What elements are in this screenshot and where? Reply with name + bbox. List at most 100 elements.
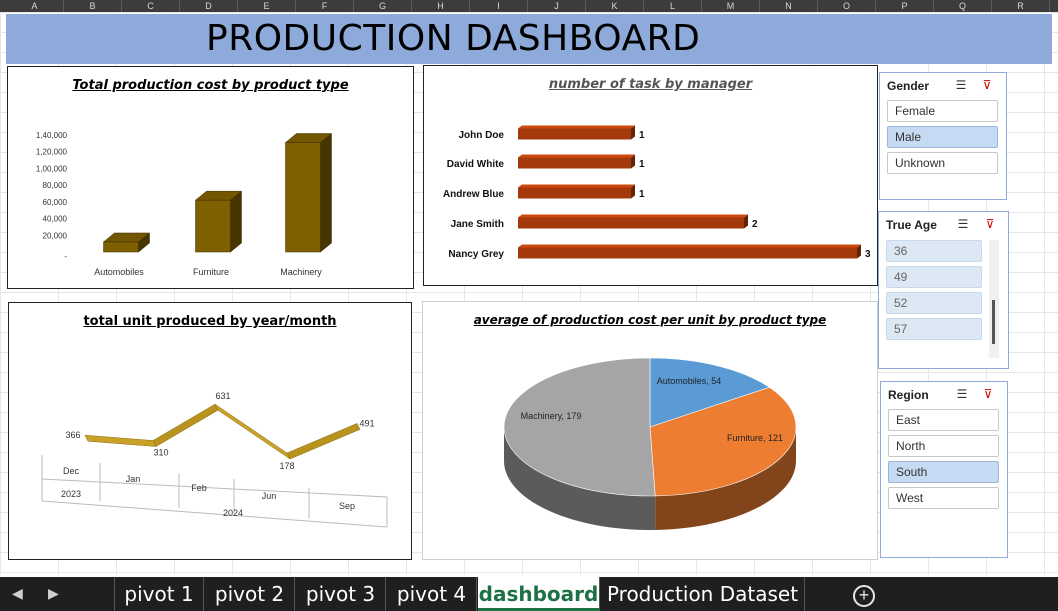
- bar-side: [631, 125, 635, 140]
- column-header-h[interactable]: H: [412, 0, 470, 12]
- tasks-chart-canvas: John Doe 1 David White 1 Andrew Blue 1 Jane Sm…: [443, 125, 871, 260]
- units-by-month-chart[interactable]: total unit produced by year/month 366 310…: [8, 302, 412, 560]
- column-header-o[interactable]: O: [818, 0, 876, 12]
- category-label: John Doe: [458, 130, 504, 141]
- line-segment: [286, 423, 361, 460]
- tab-pivot-2[interactable]: pivot 2: [205, 577, 295, 611]
- sheet-tab-bar: ◀ ▶ pivot 1 pivot 2 pivot 3 pivot 4 dash…: [0, 577, 1058, 611]
- tab-pivot-3[interactable]: pivot 3: [296, 577, 386, 611]
- slicer-item-49[interactable]: 49: [886, 266, 982, 288]
- chart-title: average of production cost per unit by p…: [473, 313, 827, 327]
- bar-side: [857, 244, 861, 259]
- column-header-j[interactable]: J: [528, 0, 586, 12]
- data-label: 3: [865, 249, 871, 260]
- multi-select-icon[interactable]: ☰: [955, 78, 967, 92]
- chart-title: number of task by manager: [548, 77, 753, 92]
- y-tick-label: 20,000: [43, 231, 68, 240]
- x-tick-label: Automobiles: [94, 267, 144, 277]
- scrollbar-thumb[interactable]: [992, 300, 995, 344]
- category-label: Andrew Blue: [443, 189, 505, 200]
- column-header-e[interactable]: E: [238, 0, 296, 12]
- gender-slicer[interactable]: Gender ☰ ⊽ Female Male Unknown: [879, 72, 1007, 200]
- column-header-b[interactable]: B: [64, 0, 122, 12]
- y-tick-label: 80,000: [43, 181, 68, 190]
- slicer-item-57[interactable]: 57: [886, 318, 982, 340]
- x-tick-label: Machinery: [280, 267, 322, 277]
- bar: [285, 142, 321, 253]
- bar-side: [744, 214, 748, 229]
- column-header-f[interactable]: F: [296, 0, 354, 12]
- bar-top: [518, 125, 635, 129]
- line-segment: [152, 403, 219, 447]
- slicer-item-south[interactable]: South: [888, 461, 999, 483]
- year-label: 2024: [223, 508, 243, 518]
- column-header-l[interactable]: L: [644, 0, 702, 12]
- tab-pivot-4[interactable]: pivot 4: [387, 577, 477, 611]
- y-tick-label: 40,000: [43, 215, 68, 224]
- avg-cost-per-unit-chart[interactable]: average of production cost per unit by p…: [422, 301, 878, 560]
- column-header-k[interactable]: K: [586, 0, 644, 12]
- slice-label: Automobiles, 54: [657, 376, 722, 386]
- y-tick-label: 1,00,000: [36, 164, 68, 173]
- cost-chart-canvas: 1,40,000 1,20,000 1,00,000 80,000 60,000 40,0…: [36, 131, 333, 277]
- tasks-by-manager-chart[interactable]: number of task by manager John Doe 1 David…: [423, 65, 878, 286]
- clear-filter-icon[interactable]: ⊽: [982, 78, 992, 92]
- clear-filter-icon[interactable]: ⊽: [983, 387, 993, 401]
- slicer-item-female[interactable]: Female: [887, 100, 998, 122]
- slice-side: [504, 427, 656, 530]
- column-header-a[interactable]: A: [6, 0, 64, 12]
- data-label: 1: [639, 130, 645, 141]
- slicer-item-unknown[interactable]: Unknown: [887, 152, 998, 174]
- column-header-m[interactable]: M: [702, 0, 760, 12]
- dashboard-title-banner: PRODUCTION DASHBOARD: [6, 14, 1052, 64]
- tab-production-dataset[interactable]: Production Dataset: [601, 577, 805, 611]
- multi-select-icon[interactable]: ☰: [956, 387, 968, 401]
- data-label: 310: [153, 448, 168, 458]
- pie-slice: [649, 357, 771, 428]
- cost-by-type-chart[interactable]: Total production cost by product type 1,…: [7, 66, 414, 289]
- tab-pivot-1[interactable]: pivot 1: [114, 577, 204, 611]
- column-header-g[interactable]: G: [354, 0, 412, 12]
- column-header-r[interactable]: R: [992, 0, 1050, 12]
- pie-slice: [649, 387, 797, 497]
- scroll-right-icon[interactable]: ▶: [48, 585, 59, 601]
- line-segment: [84, 434, 157, 447]
- slicer-item-male[interactable]: Male: [887, 126, 998, 148]
- y-tick-label: 1,40,000: [36, 131, 68, 140]
- chart-title: Total production cost by product type: [72, 78, 349, 93]
- column-header-i[interactable]: I: [470, 0, 528, 12]
- bar-top: [518, 244, 861, 248]
- month-label: Jan: [126, 474, 141, 484]
- dashboard-title: PRODUCTION DASHBOARD: [206, 18, 701, 59]
- scroll-left-icon[interactable]: ◀: [12, 585, 23, 601]
- data-label: 366: [65, 430, 80, 440]
- slicer-header: Gender: [887, 79, 930, 93]
- bar: [518, 247, 857, 259]
- column-header-d[interactable]: D: [180, 0, 238, 12]
- multi-select-icon[interactable]: ☰: [957, 217, 969, 231]
- month-label: Dec: [63, 466, 80, 476]
- region-slicer[interactable]: Region ☰ ⊽ East North South West: [880, 381, 1008, 558]
- bar: [518, 187, 631, 199]
- data-label: 1: [639, 189, 645, 200]
- column-header-c[interactable]: C: [122, 0, 180, 12]
- column-header-n[interactable]: N: [760, 0, 818, 12]
- slicer-item-36[interactable]: 36: [886, 240, 982, 262]
- y-tick-label: 1,20,000: [36, 148, 68, 157]
- tab-dashboard[interactable]: dashboard: [478, 577, 600, 611]
- age-slicer[interactable]: True Age ☰ ⊽ 36 49 52 57: [878, 211, 1009, 369]
- bar: [518, 217, 744, 229]
- slicer-item-52[interactable]: 52: [886, 292, 982, 314]
- category-label: Nancy Grey: [448, 249, 504, 260]
- column-header-p[interactable]: P: [876, 0, 934, 12]
- add-sheet-icon[interactable]: +: [853, 585, 875, 607]
- x-tick-label: Furniture: [193, 267, 229, 277]
- column-header-q[interactable]: Q: [934, 0, 992, 12]
- slicer-item-east[interactable]: East: [888, 409, 999, 431]
- slicer-item-west[interactable]: West: [888, 487, 999, 509]
- clear-filter-icon[interactable]: ⊽: [985, 217, 995, 231]
- bar: [103, 241, 139, 253]
- slicer-item-north[interactable]: North: [888, 435, 999, 457]
- slicer-scrollbar[interactable]: [989, 240, 999, 358]
